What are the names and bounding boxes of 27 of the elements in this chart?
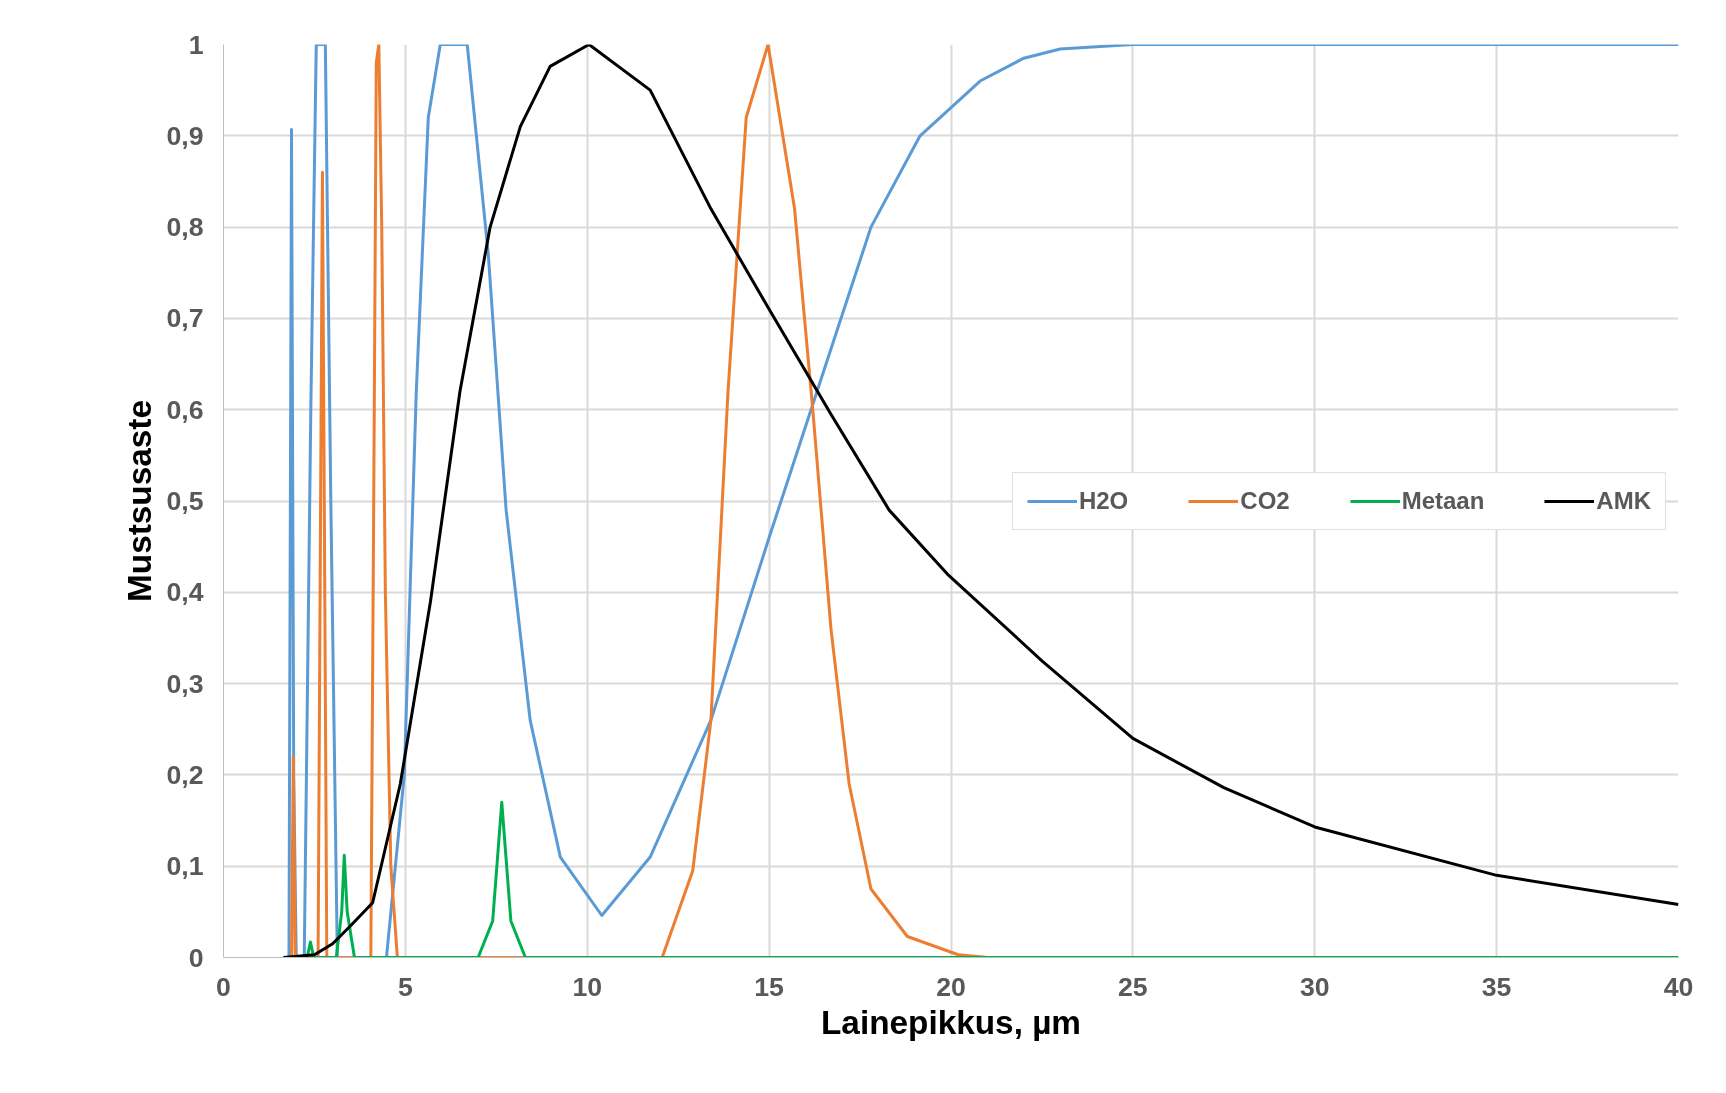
x-tick-label: 15 [754, 971, 785, 1002]
x-tick-label: 0 [216, 971, 231, 1002]
y-tick-label: 0,9 [166, 120, 204, 151]
y-tick-label: 0,1 [166, 851, 204, 882]
y-tick-label: 1 [188, 29, 204, 60]
y-tick-label: 0,5 [166, 486, 204, 516]
y-axis-title: Mustsusaste [121, 400, 159, 602]
x-tick-label: 35 [1481, 971, 1512, 1002]
y-tick-label: 0,8 [166, 212, 204, 243]
y-tick-label: 0,6 [166, 394, 204, 425]
y-tick-label: 0,4 [166, 577, 204, 608]
legend-label: AMK [1596, 486, 1651, 515]
y-tick-label: 0,2 [166, 759, 204, 790]
x-tick-label: 30 [1299, 971, 1330, 1002]
legend-label: H2O [1078, 486, 1129, 515]
y-tick-label: 0,7 [166, 303, 204, 334]
y-tick-label: 0,3 [166, 668, 204, 699]
x-tick-label: 20 [936, 971, 966, 1002]
legend-label: Metaan [1401, 486, 1485, 515]
x-axis-title: Lainepikkus, µm [821, 1003, 1082, 1041]
y-tick-label: 0 [188, 942, 204, 973]
x-tick-label: 10 [572, 971, 603, 1002]
legend-label: CO2 [1240, 486, 1290, 515]
x-tick-label: 5 [397, 971, 413, 1002]
x-tick-label: 40 [1663, 971, 1694, 1002]
x-tick-label: 25 [1118, 971, 1148, 1002]
line-series [282, 44, 1679, 958]
